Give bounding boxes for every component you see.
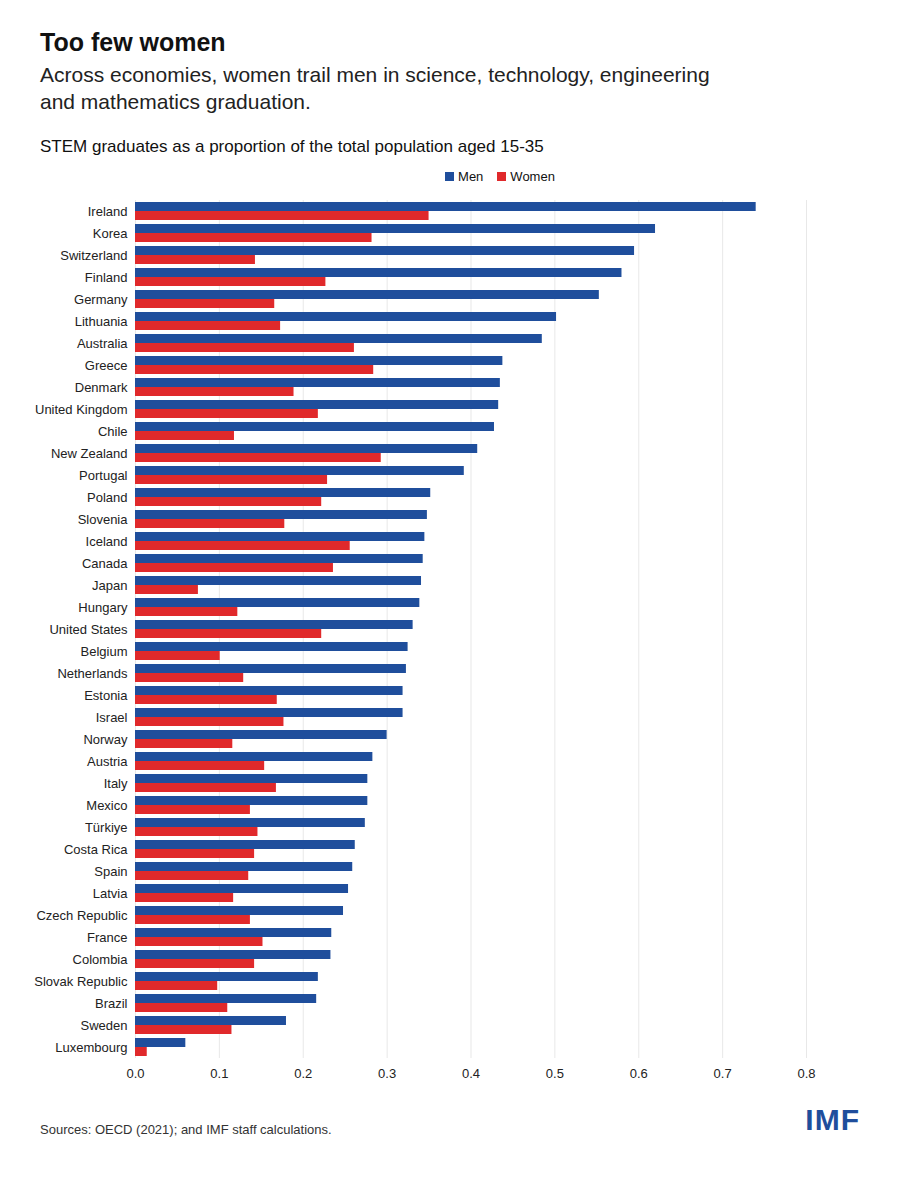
svg-text:Israel: Israel — [96, 710, 128, 725]
svg-text:Netherlands: Netherlands — [57, 666, 128, 681]
svg-text:0.1: 0.1 — [210, 1066, 228, 1081]
svg-text:Türkiye: Türkiye — [85, 820, 128, 835]
svg-text:0.6: 0.6 — [630, 1066, 648, 1081]
svg-text:Korea: Korea — [93, 226, 128, 241]
svg-text:Costa Rica: Costa Rica — [64, 842, 128, 857]
svg-text:0.2: 0.2 — [294, 1066, 312, 1081]
svg-text:Norway: Norway — [83, 732, 128, 747]
html-text:STEM graduates as a proportion: STEM graduates as a proportion of the to… — [40, 137, 544, 156]
svg-text:Slovenia: Slovenia — [78, 512, 129, 527]
html-text:Men: Men — [458, 169, 484, 184]
svg-text:Canada: Canada — [82, 556, 128, 571]
svg-text:New Zealand: New Zealand — [51, 446, 128, 461]
html-text:Women: Women — [510, 169, 555, 184]
svg-text:0.5: 0.5 — [546, 1066, 564, 1081]
svg-text:Greece: Greece — [85, 358, 128, 373]
svg-text:Poland: Poland — [87, 490, 127, 505]
svg-text:Chile: Chile — [98, 424, 128, 439]
svg-text:Denmark: Denmark — [75, 380, 128, 395]
svg-text:Latvia: Latvia — [93, 886, 128, 901]
html-text:IMF: IMF — [805, 1103, 860, 1136]
svg-text:0.7: 0.7 — [714, 1066, 732, 1081]
svg-text:United Kingdom: United Kingdom — [35, 402, 128, 417]
svg-text:Estonia: Estonia — [84, 688, 128, 703]
svg-text:Luxembourg: Luxembourg — [55, 1040, 127, 1055]
svg-text:Japan: Japan — [92, 578, 127, 593]
svg-text:Ireland: Ireland — [88, 204, 128, 219]
svg-text:0.0: 0.0 — [126, 1066, 144, 1081]
svg-text:Brazil: Brazil — [95, 996, 128, 1011]
html-text:Too few women: Too few women — [40, 28, 226, 56]
svg-text:0.3: 0.3 — [378, 1066, 396, 1081]
html-text:Across economies, women trail: Across economies, women trail men in sci… — [40, 63, 710, 113]
svg-text:Germany: Germany — [74, 292, 128, 307]
svg-text:Switzerland: Switzerland — [60, 248, 127, 263]
svg-text:Slovak Republic: Slovak Republic — [34, 974, 128, 989]
svg-text:Australia: Australia — [77, 336, 128, 351]
svg-text:Mexico: Mexico — [86, 798, 127, 813]
svg-text:0.8: 0.8 — [797, 1066, 815, 1081]
svg-text:Hungary: Hungary — [78, 600, 128, 615]
svg-text:Iceland: Iceland — [86, 534, 128, 549]
svg-text:Spain: Spain — [94, 864, 127, 879]
svg-text:0.4: 0.4 — [462, 1066, 480, 1081]
svg-text:Sweden: Sweden — [81, 1018, 128, 1033]
svg-text:Finland: Finland — [85, 270, 128, 285]
svg-text:Czech Republic: Czech Republic — [36, 908, 128, 923]
svg-text:Belgium: Belgium — [81, 644, 128, 659]
svg-text:Lithuania: Lithuania — [75, 314, 129, 329]
svg-text:Colombia: Colombia — [73, 952, 129, 967]
svg-text:France: France — [87, 930, 127, 945]
svg-text:Italy: Italy — [104, 776, 128, 791]
svg-text:Austria: Austria — [87, 754, 128, 769]
svg-text:United States: United States — [49, 622, 128, 637]
html-text:Sources: OECD (2021); and IMF: Sources: OECD (2021); and IMF staff calc… — [40, 1122, 332, 1137]
svg-text:Portugal: Portugal — [79, 468, 128, 483]
